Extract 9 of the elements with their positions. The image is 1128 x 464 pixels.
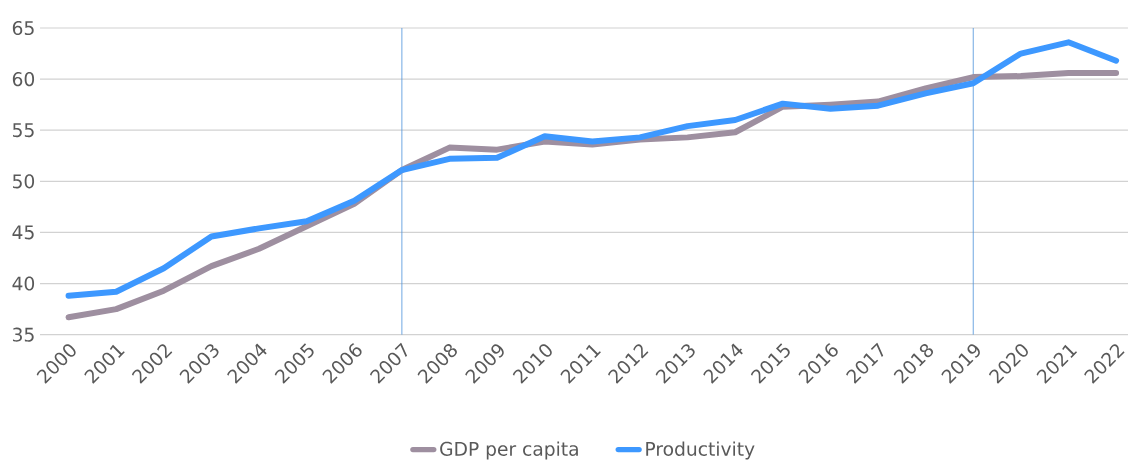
y-tick-label: 40 — [12, 276, 35, 291]
y-tick-label: 65 — [12, 20, 34, 36]
y-tick-label: 55 — [13, 123, 34, 138]
legend-label: GDP per capita — [440, 441, 578, 460]
y-tick-label: 50 — [13, 174, 35, 189]
legend-label: Productivity — [646, 441, 755, 460]
y-tick-label: 60 — [12, 72, 35, 87]
y-tick-label: 35 — [12, 327, 34, 342]
y-tick-label: 45 — [12, 225, 34, 240]
